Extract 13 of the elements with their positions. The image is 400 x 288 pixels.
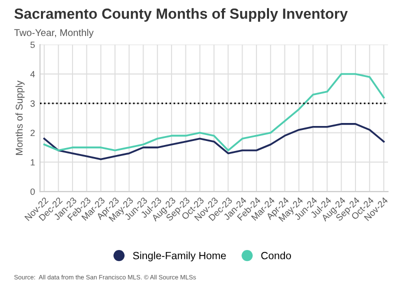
y-axis-title: Months of Supply	[16, 80, 25, 155]
chart-title: Sacramento County Months of Supply Inventory	[14, 8, 348, 22]
y-tick-label: 2	[30, 130, 35, 136]
y-tick-label: 4	[30, 71, 35, 78]
line-series	[43, 73, 385, 152]
y-tick-label: 3	[30, 100, 35, 107]
line-series	[43, 123, 385, 160]
y-tick-label: 5	[30, 42, 35, 48]
legend-label: Single-Family Home	[133, 252, 226, 262]
y-tick-label: 0	[30, 188, 35, 195]
y-tick-label: 1	[30, 159, 35, 166]
chart-subtitle: Two-Year, Monthly	[14, 28, 94, 38]
legend-label: Condo	[261, 252, 291, 260]
